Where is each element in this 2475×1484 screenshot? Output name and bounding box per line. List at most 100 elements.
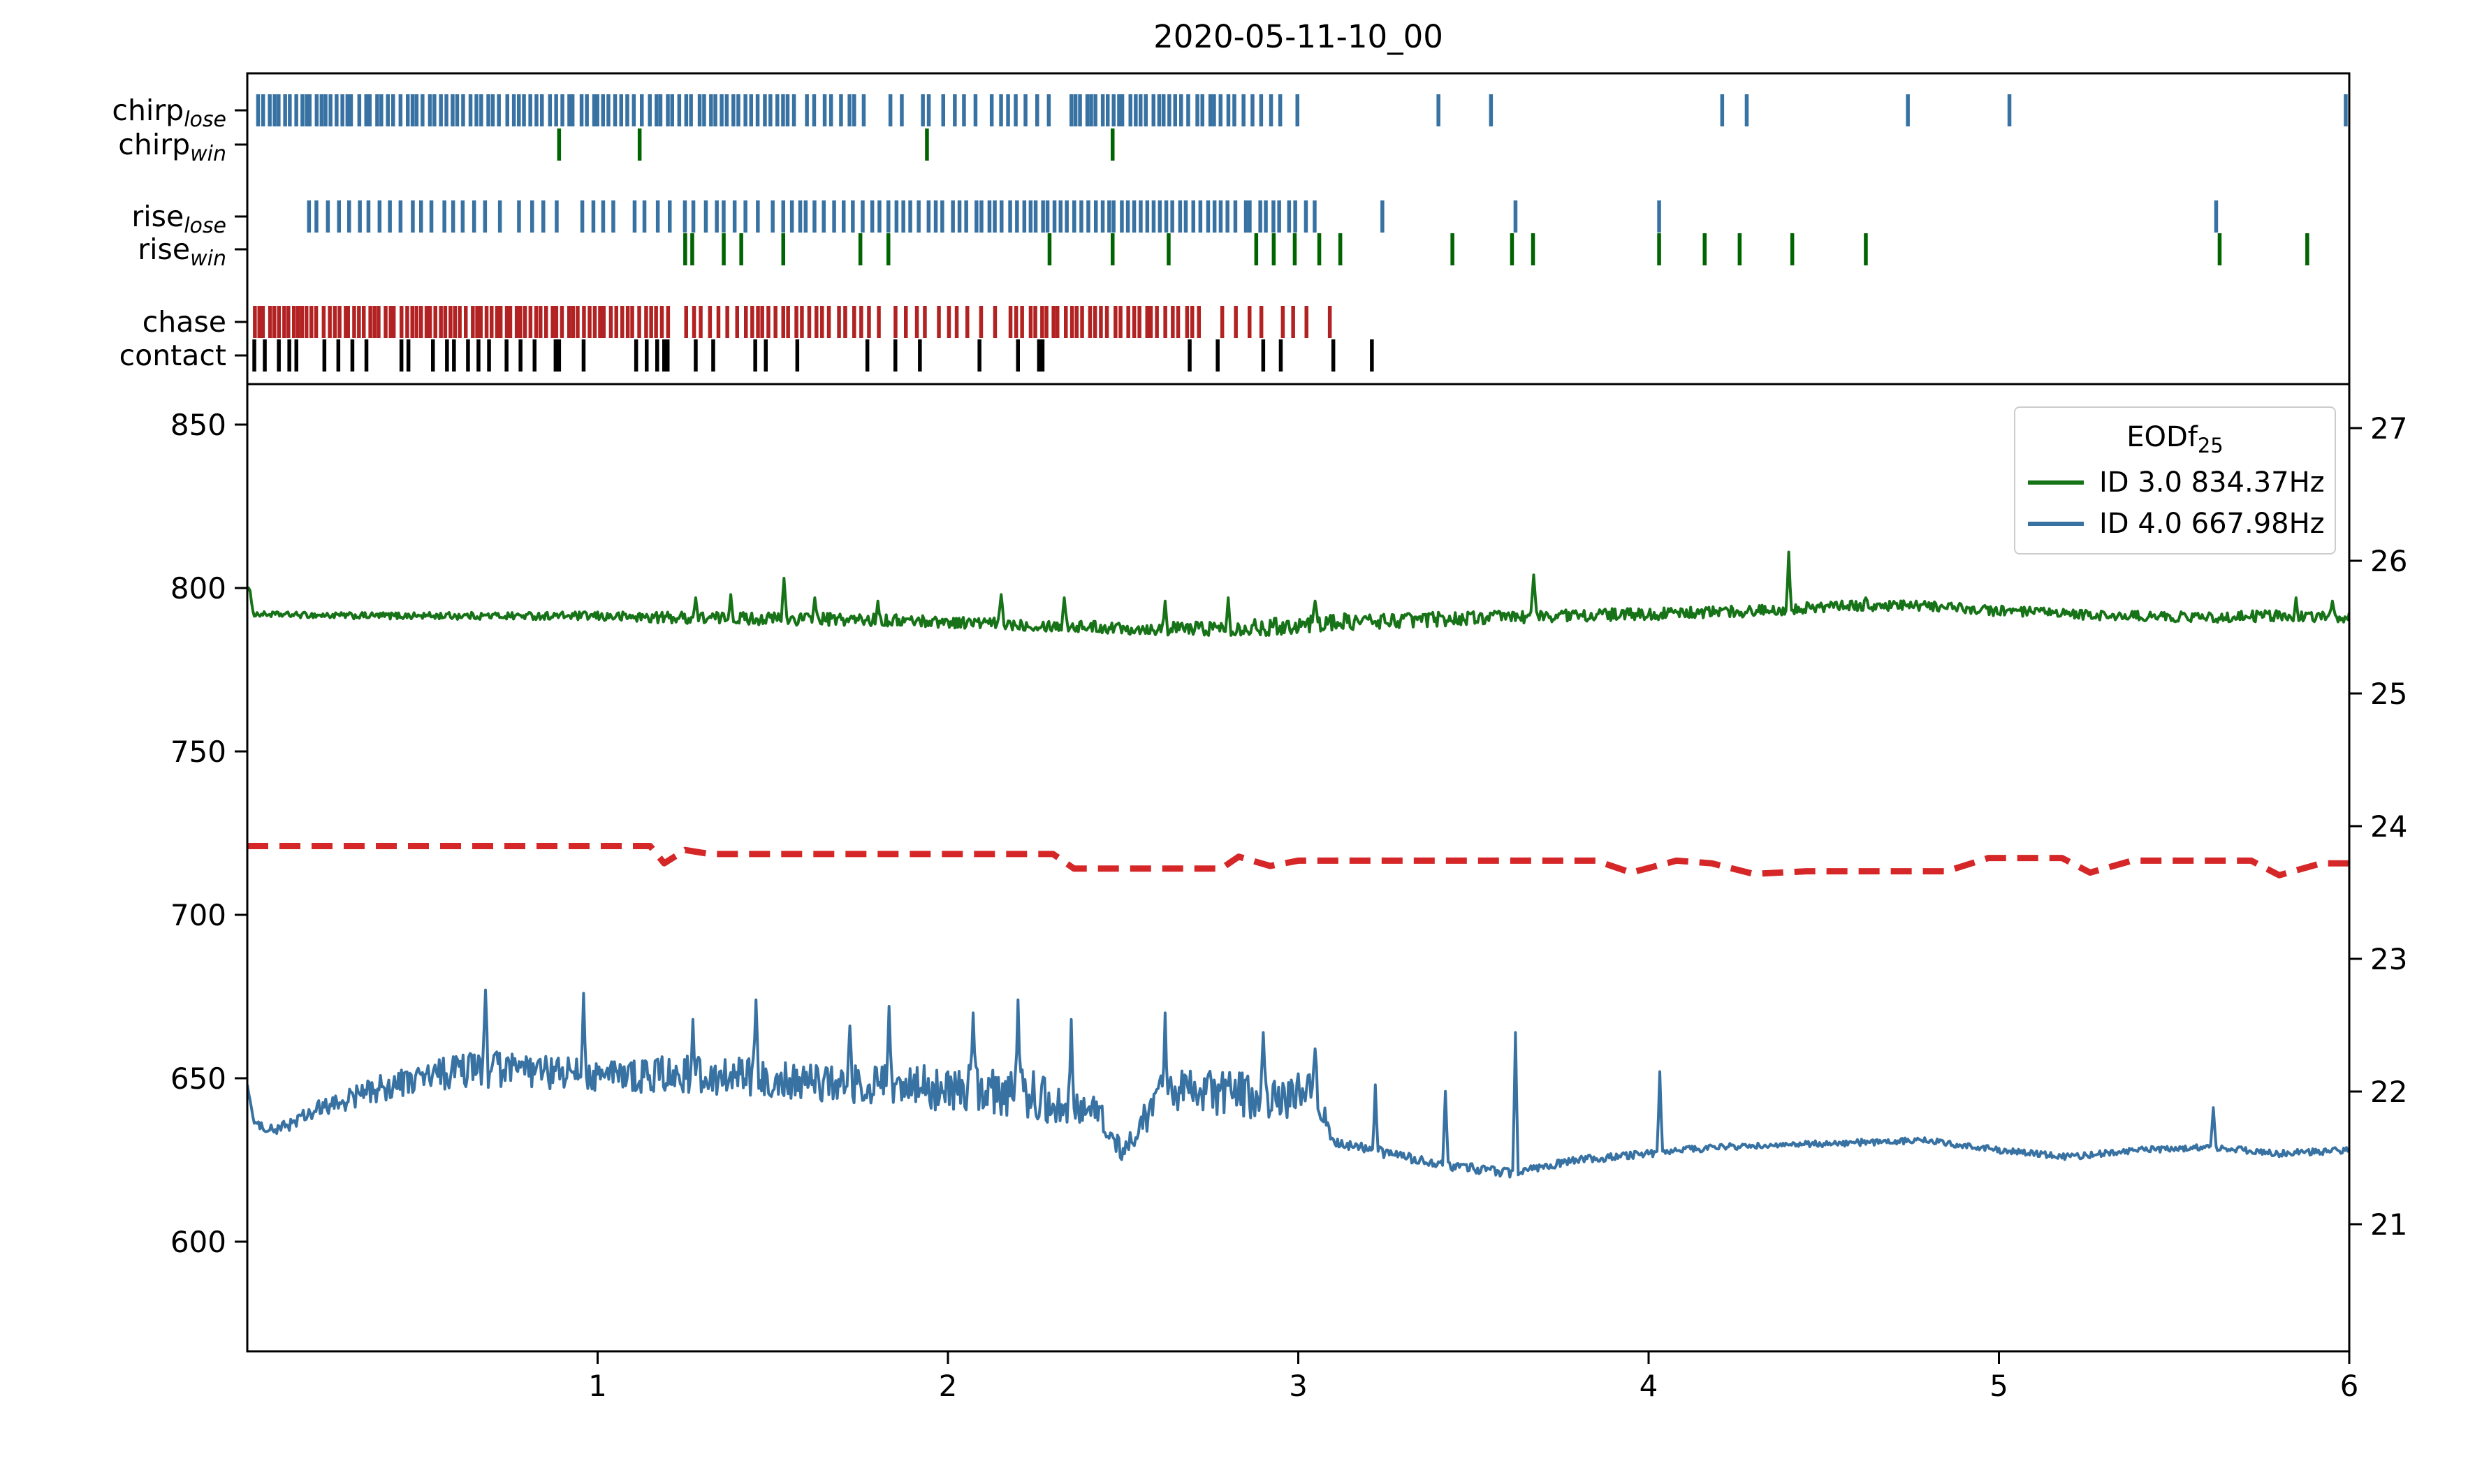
- event-tick: [614, 306, 618, 338]
- event-tick: [283, 94, 287, 126]
- line-series-group: [247, 550, 2349, 1179]
- event-tick: [1702, 233, 1707, 265]
- event-tick: [795, 339, 800, 372]
- event-tick: [528, 94, 532, 126]
- event-tick: [1111, 233, 1115, 265]
- event-tick: [1313, 200, 1317, 233]
- event-tick: [601, 94, 605, 126]
- event-tick: [977, 339, 981, 372]
- event-tick: [1171, 306, 1175, 338]
- event-tick: [398, 94, 403, 126]
- event-tick: [1093, 306, 1097, 338]
- event-tick: [1304, 200, 1308, 233]
- event-tick: [487, 339, 491, 372]
- event-tick: [1145, 200, 1150, 233]
- event-tick: [1107, 200, 1111, 233]
- event-tick: [1000, 200, 1004, 233]
- event-tick: [798, 200, 803, 233]
- event-tick: [1015, 200, 1019, 233]
- y-left-tick-label: 700: [170, 898, 226, 932]
- event-tick: [490, 94, 495, 126]
- y-right-tick-label: 26: [2370, 544, 2407, 578]
- event-tick: [1047, 233, 1052, 265]
- event-tick: [1278, 94, 1283, 126]
- event-tick: [1040, 339, 1045, 372]
- event-tick: [428, 306, 432, 338]
- event-tick: [550, 306, 555, 338]
- event-tick: [1088, 306, 1093, 338]
- event-tick: [1338, 233, 1343, 265]
- event-tick: [632, 200, 637, 233]
- axis-ticks: 1 2 3 4 5 685080075070065060027262524232221ch…: [112, 94, 2407, 1403]
- event-tick: [1132, 200, 1137, 233]
- event-tick: [475, 306, 479, 338]
- event-tick: [1790, 233, 1795, 265]
- event-tick: [828, 94, 833, 126]
- event-tick: [764, 339, 768, 372]
- event-tick: [1058, 200, 1063, 233]
- event-tick: [1022, 200, 1027, 233]
- event-tick: [606, 94, 611, 126]
- event-tick: [625, 306, 630, 338]
- event-tick: [406, 94, 410, 126]
- event-tick: [300, 306, 304, 338]
- event-tick: [1291, 306, 1295, 338]
- event-tick: [522, 94, 526, 126]
- event-tick: [659, 306, 664, 338]
- event-tick: [947, 306, 951, 338]
- event-tick: [452, 339, 456, 372]
- event-tick: [812, 94, 817, 126]
- event-tick: [620, 306, 625, 338]
- event-tick: [277, 306, 282, 338]
- event-tick: [1020, 306, 1024, 338]
- event-tick: [812, 200, 817, 233]
- event-tick: [1243, 200, 1248, 233]
- event-tick: [937, 306, 941, 338]
- event-tick: [1208, 94, 1213, 126]
- event-tick: [517, 200, 521, 233]
- event-tick: [1148, 306, 1153, 338]
- event-tick: [1126, 306, 1130, 338]
- event-tick: [1125, 200, 1130, 233]
- event-tick: [340, 94, 344, 126]
- event-tick: [442, 200, 446, 233]
- event-tick: [1111, 200, 1116, 233]
- event-tick: [1041, 200, 1045, 233]
- event-tick: [1226, 94, 1231, 126]
- legend-title-main: EODf: [2126, 421, 2198, 453]
- event-tick: [307, 94, 312, 126]
- event-tick: [1162, 94, 1166, 126]
- event-tick: [528, 306, 533, 338]
- event-tick: [323, 94, 328, 126]
- event-tick: [257, 306, 261, 338]
- event-tick: [822, 200, 826, 233]
- event-tick: [1179, 94, 1183, 126]
- event-tick: [670, 94, 674, 126]
- event-tick: [613, 94, 618, 126]
- event-tick: [786, 306, 790, 338]
- event-tick: [1163, 306, 1167, 338]
- event-tick: [1167, 233, 1171, 265]
- event-tick: [292, 306, 296, 338]
- x-tick-label: 4: [1640, 1369, 1658, 1403]
- event-tick: [1250, 94, 1255, 126]
- event-tick: [405, 306, 409, 338]
- event-tick: [1111, 94, 1116, 126]
- event-tick: [766, 306, 771, 338]
- event-tick: [253, 306, 257, 338]
- row-label-contact: contact: [119, 339, 226, 372]
- event-tick: [1014, 306, 1019, 338]
- event-tick: [1051, 306, 1056, 338]
- event-tick: [414, 94, 419, 126]
- event-tick: [637, 128, 642, 161]
- event-tick: [1089, 94, 1093, 126]
- event-tick: [272, 306, 277, 338]
- event-tick: [725, 306, 729, 338]
- event-tick: [1145, 306, 1149, 338]
- event-tick: [530, 200, 534, 233]
- event-tick: [697, 94, 702, 126]
- event-tick: [743, 200, 747, 233]
- event-tick: [1016, 339, 1020, 372]
- event-tick: [460, 200, 465, 233]
- event-tick: [837, 306, 841, 338]
